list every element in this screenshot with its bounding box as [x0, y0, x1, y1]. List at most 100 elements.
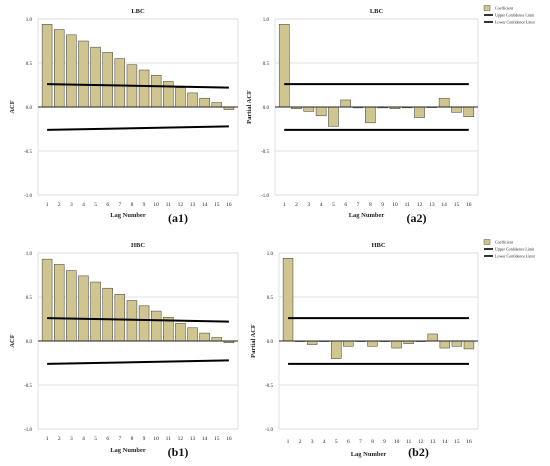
x-tick-label: 8: [131, 436, 134, 442]
x-axis-label: Lag Number: [110, 212, 146, 219]
y-axis-label: Partial ACF: [246, 90, 253, 124]
chart-title: LBC: [131, 8, 145, 15]
legend-label: Coefficient: [495, 6, 514, 11]
y-tick-label: -0.5: [265, 384, 273, 389]
y-tick-label: -1.0: [261, 194, 269, 199]
bar: [114, 294, 126, 342]
bar: [343, 340, 354, 347]
x-tick-label: 4: [82, 202, 85, 208]
y-tick-label: -0.5: [24, 384, 32, 389]
panel-label: (a1): [168, 211, 188, 225]
x-tick-label: 1: [46, 436, 49, 442]
x-tick-label: 12: [418, 439, 424, 445]
bar: [303, 106, 315, 112]
y-tick-label: 0.0: [26, 106, 33, 111]
bar: [150, 75, 162, 108]
x-tick-label: 9: [381, 202, 384, 208]
chart-title: HBC: [131, 242, 145, 249]
legend-label: Lower Confidence Limit: [495, 254, 536, 259]
x-tick-label: 15: [214, 436, 220, 442]
bar: [53, 264, 65, 342]
x-axis-label: Lag Number: [349, 212, 385, 219]
bar: [41, 258, 53, 342]
x-tick-label: 1: [283, 202, 286, 208]
x-axis-label: Lag Number: [110, 447, 146, 454]
upper-confidence-line: [47, 317, 229, 323]
x-tick-label: 11: [405, 202, 411, 208]
bar: [187, 92, 198, 108]
y-tick-label: -0.5: [261, 150, 269, 155]
x-tick-label: 7: [118, 436, 121, 442]
bar: [278, 24, 290, 108]
panel-label: (b1): [168, 445, 189, 459]
lower-confidence-line: [47, 359, 229, 365]
bar: [365, 106, 376, 124]
x-tick-label: 16: [226, 436, 232, 442]
bar: [451, 106, 462, 113]
upper-confidence-line: [47, 83, 229, 89]
chart-panel-a2: 1.0 0.5 0.0 -0.5 -1.0 LBC Partial ACF Lag Numbe…: [246, 5, 536, 225]
x-tick-label: 10: [394, 439, 400, 445]
x-tick-label: 12: [417, 202, 423, 208]
y-tick-label: 0.5: [267, 296, 274, 301]
x-tick-label: 6: [106, 202, 109, 208]
x-tick-label: 11: [166, 202, 172, 208]
y-tick-label: -1.0: [265, 428, 273, 433]
x-tick-label: 3: [311, 439, 314, 445]
bar: [102, 52, 113, 108]
y-axis-label: ACF: [9, 334, 16, 347]
bar: [199, 97, 210, 108]
y-tick-label: 0.0: [267, 340, 274, 345]
legend-swatch-coefficient: [483, 5, 491, 11]
legend: Coefficient Upper Confidence Limit Lower C…: [483, 239, 536, 259]
bar: [41, 24, 53, 108]
y-tick-label: -1.0: [24, 428, 32, 433]
x-tick-label: 6: [344, 202, 347, 208]
bar: [367, 340, 378, 347]
x-tick-label: 2: [295, 202, 298, 208]
legend-label: Coefficient: [495, 240, 514, 245]
x-tick-label: 15: [454, 439, 460, 445]
x-tick-label: 11: [166, 436, 172, 442]
x-tick-label: 1: [287, 439, 290, 445]
y-tick-label: -0.5: [24, 150, 32, 155]
x-tick-label: 14: [202, 202, 208, 208]
bar: [451, 340, 463, 347]
panel-label: (b2): [408, 445, 429, 459]
bar: [187, 327, 198, 342]
x-tick-label: 7: [118, 202, 121, 208]
bar: [138, 69, 150, 108]
x-tick-label: 12: [178, 202, 184, 208]
x-tick-label: 9: [143, 436, 146, 442]
x-tick-label: 10: [153, 436, 159, 442]
x-tick-label: 15: [454, 202, 460, 208]
chart-title: LBC: [370, 8, 384, 15]
x-tick-label: 14: [202, 436, 208, 442]
x-tick-label: 16: [466, 439, 472, 445]
x-tick-label: 9: [143, 202, 146, 208]
x-tick-label: 13: [430, 439, 436, 445]
x-tick-label: 11: [406, 439, 412, 445]
panel-label: (a2): [407, 211, 427, 225]
x-tick-label: 1: [46, 202, 49, 208]
legend-label: Lower Confidence Limit: [495, 20, 536, 25]
x-tick-label: 4: [82, 436, 85, 442]
legend: Coefficient Upper Confidence Limit Lower C…: [483, 5, 536, 25]
x-tick-label: 8: [131, 202, 134, 208]
bar: [331, 340, 342, 359]
x-tick-label: 5: [335, 439, 338, 445]
x-tick-label: 2: [58, 202, 61, 208]
y-tick-label: 0.5: [26, 296, 33, 301]
bar: [282, 258, 294, 342]
bar: [438, 97, 450, 108]
x-tick-label: 16: [226, 202, 232, 208]
bar: [150, 310, 162, 342]
x-tick-label: 13: [190, 202, 196, 208]
x-tick-label: 3: [307, 202, 310, 208]
y-tick-label: 0.0: [263, 106, 270, 111]
bar: [78, 275, 89, 342]
legend-swatch-coefficient: [483, 239, 491, 245]
bar: [211, 102, 223, 108]
bar: [66, 270, 77, 342]
x-tick-label: 13: [429, 202, 435, 208]
